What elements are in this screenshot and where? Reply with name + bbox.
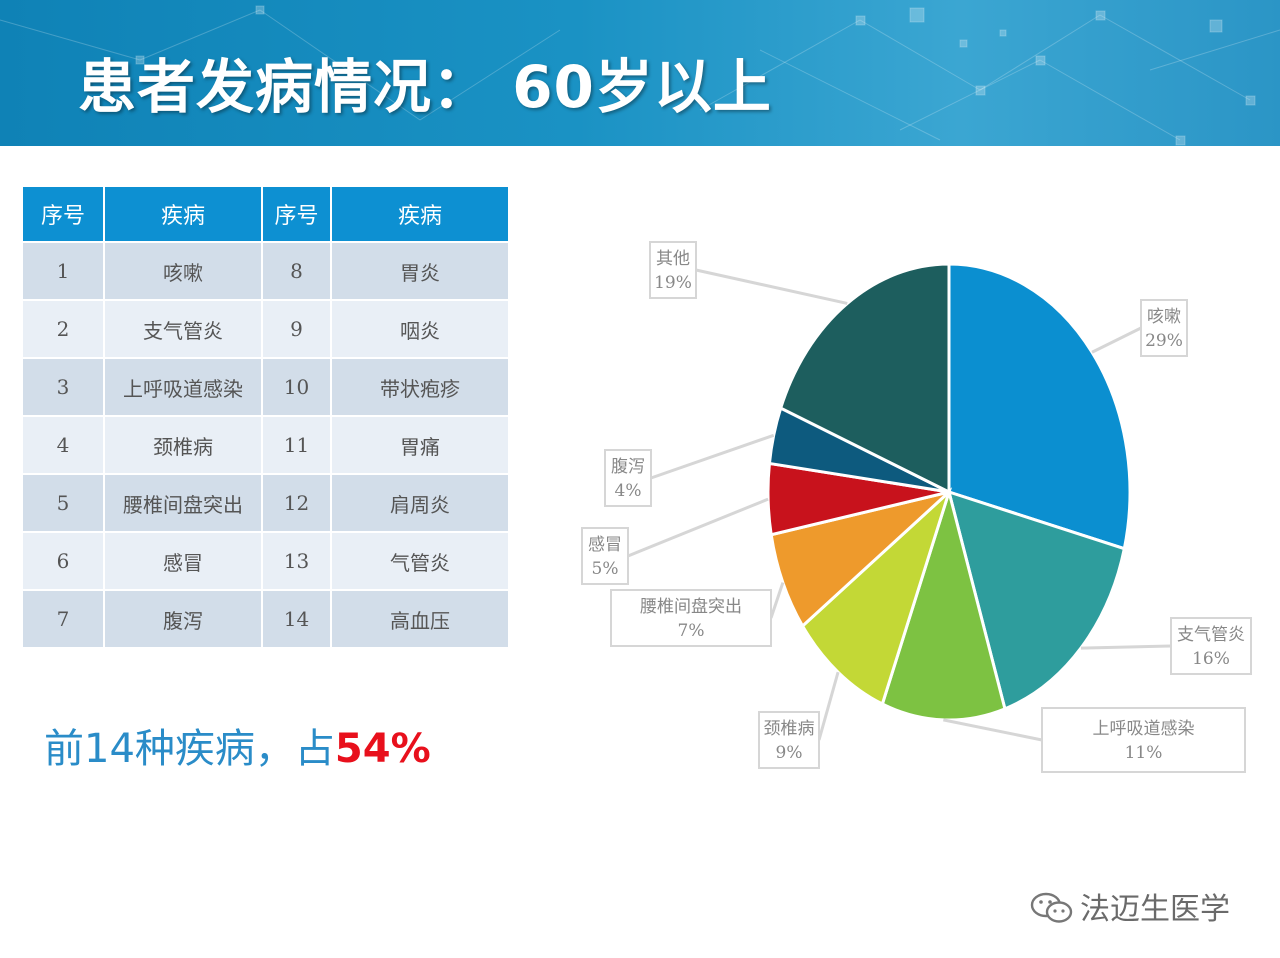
table-cell: 颈椎病: [103, 415, 263, 475]
table-header-row: 序号 疾病 序号 疾病: [21, 185, 510, 243]
table-row: 2 支气管炎 9 咽炎: [21, 299, 510, 359]
table-cell: 上呼吸道感染: [103, 357, 263, 417]
table-cell: 7: [21, 589, 105, 649]
table-cell: 2: [21, 299, 105, 359]
data-label-box: [1170, 617, 1252, 675]
title-banner: 患者发病情况： 60岁以上: [0, 0, 1280, 146]
table-cell: 11: [261, 415, 332, 475]
table-row: 6 感冒 13 气管炎: [21, 531, 510, 591]
table-cell: 9: [261, 299, 332, 359]
table-cell: 5: [21, 473, 105, 533]
slice-name-label: 上呼吸道感染: [1093, 719, 1195, 739]
header-cell: 疾病: [103, 185, 263, 243]
table-cell: 3: [21, 357, 105, 417]
slice-percent-label: 19%: [654, 273, 692, 293]
slice-percent-label: 4%: [615, 481, 642, 501]
table-row: 1 咳嗽 8 胃炎: [21, 241, 510, 301]
data-label-box: [610, 589, 772, 647]
leader-line: [627, 497, 769, 558]
leader-line: [943, 718, 1043, 742]
slice-name-label: 支气管炎: [1177, 625, 1245, 645]
table-cell: 6: [21, 531, 105, 591]
leader-line: [650, 433, 775, 480]
slice-name-label: 腹泻: [611, 457, 645, 477]
disease-table: 序号 疾病 序号 疾病 1 咳嗽 8 胃炎 2 支气管炎 9 咽炎 3 上呼吸道…: [21, 185, 510, 649]
table-cell: 咽炎: [330, 299, 510, 359]
table-cell: 带状疱疹: [330, 357, 510, 417]
table-cell: 腰椎间盘突出: [103, 473, 263, 533]
data-label-box: [1041, 707, 1246, 773]
data-label-box: [649, 241, 697, 299]
leader-line: [695, 268, 848, 305]
table-row: 7 腹泻 14 高血压: [21, 589, 510, 649]
table-row: 4 颈椎病 11 胃痛: [21, 415, 510, 475]
slice-percent-label: 7%: [678, 621, 705, 641]
table-cell: 胃痛: [330, 415, 510, 475]
slice-percent-label: 29%: [1145, 331, 1183, 351]
wechat-icon: [1030, 892, 1073, 923]
network-background: [0, 5, 1280, 146]
header-cell: 序号: [261, 185, 332, 243]
page-title: 患者发病情况： 60岁以上: [78, 53, 772, 121]
table-cell: 气管炎: [330, 531, 510, 591]
table-row: 5 腰椎间盘突出 12 肩周炎: [21, 473, 510, 533]
data-label-box: [758, 711, 820, 769]
table-cell: 支气管炎: [103, 299, 263, 359]
pie-chart: 咳嗽 29% 支气管炎 16% 上呼吸道感染 11% 颈椎病 9% 腰椎间盘突出 7% 感冒 5% 腹泻…: [581, 241, 1252, 773]
slice-name-label: 其他: [656, 249, 690, 269]
leader-line: [1080, 644, 1172, 650]
slice-name-label: 颈椎病: [764, 719, 815, 739]
table-cell: 10: [261, 357, 332, 417]
leader-line: [1091, 326, 1142, 354]
leader-line: [817, 671, 840, 741]
pie-slices: [766, 262, 1132, 722]
table-cell: 14: [261, 589, 332, 649]
brand-footer: 法迈生医学: [1030, 884, 1230, 928]
table-cell: 腹泻: [103, 589, 263, 649]
brand-name: 法迈生医学: [1080, 892, 1230, 927]
pie-slice: [946, 489, 1127, 711]
table-cell: 13: [261, 531, 332, 591]
table-cell: 4: [21, 415, 105, 475]
table-cell: 感冒: [103, 531, 263, 591]
slice-percent-label: 9%: [776, 743, 803, 763]
slice-name-label: 腰椎间盘突出: [640, 597, 742, 617]
data-label-box: [581, 527, 629, 585]
table-cell: 12: [261, 473, 332, 533]
header-cell: 序号: [21, 185, 105, 243]
slice-percent-label: 16%: [1192, 649, 1230, 669]
data-label-box: [604, 449, 652, 507]
slice-name-label: 感冒: [588, 535, 622, 555]
pie-slice: [880, 486, 1007, 722]
summary-text: 前14种疾病，占54%: [44, 716, 431, 774]
summary-label: 前14种疾病，占: [44, 726, 335, 772]
table-cell: 咳嗽: [103, 241, 263, 301]
leader-line: [769, 582, 785, 619]
slice-percent-label: 11%: [1125, 743, 1163, 763]
table-cell: 肩周炎: [330, 473, 510, 533]
table-row: 3 上呼吸道感染 10 带状疱疹: [21, 357, 510, 417]
pie-slice: [800, 487, 953, 707]
data-label-box: [1140, 299, 1188, 357]
summary-percent: 54%: [334, 726, 431, 772]
slice-name-label: 咳嗽: [1147, 307, 1181, 327]
slice-percent-label: 5%: [592, 559, 619, 579]
table-cell: 8: [261, 241, 332, 301]
table-cell: 高血压: [330, 589, 510, 649]
table-cell: 胃炎: [330, 241, 510, 301]
table-cell: 1: [21, 241, 105, 301]
header-cell: 疾病: [330, 185, 510, 243]
